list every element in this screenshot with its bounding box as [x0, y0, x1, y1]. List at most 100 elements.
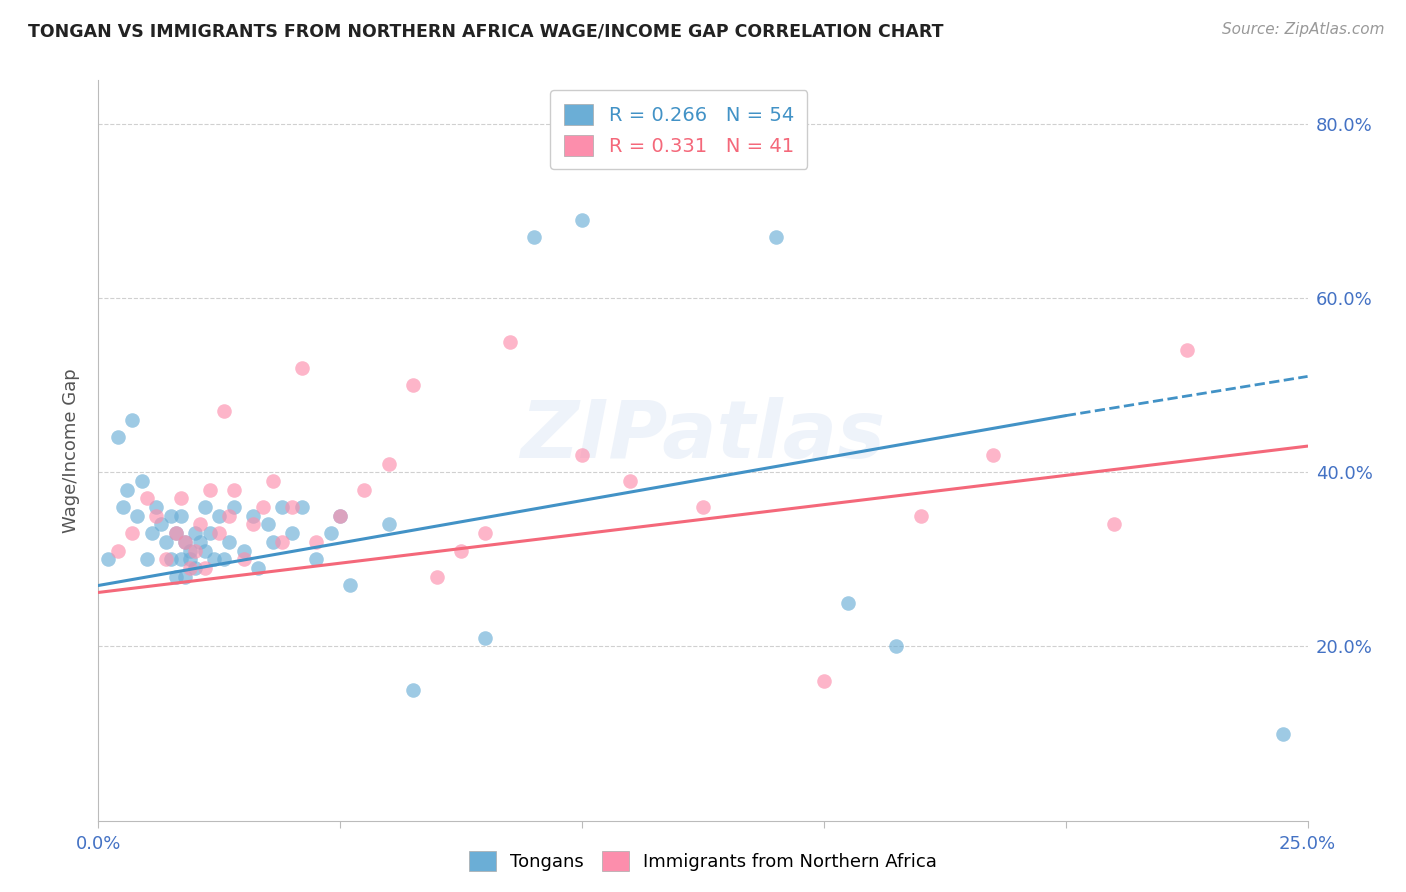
Point [198, 483, 221, 497]
Point [117, 483, 139, 497]
Point [256, 517, 278, 532]
Point [450, 543, 472, 558]
Point [111, 500, 134, 514]
Point [188, 535, 211, 549]
Point [271, 500, 294, 514]
Point [179, 543, 201, 558]
Point [184, 543, 207, 558]
Point [188, 517, 211, 532]
Point [208, 508, 231, 523]
Point [121, 526, 143, 541]
Point [222, 500, 245, 514]
Point [290, 500, 312, 514]
Point [204, 552, 226, 566]
Point [97, 552, 120, 566]
Point [523, 230, 546, 244]
Point [145, 500, 167, 514]
Point [169, 552, 191, 566]
Point [208, 526, 231, 541]
Point [281, 526, 304, 541]
Legend: R = 0.266   N = 54, R = 0.331   N = 41: R = 0.266 N = 54, R = 0.331 N = 41 [550, 90, 807, 169]
Point [813, 674, 835, 689]
Point [319, 526, 342, 541]
Point [155, 552, 177, 566]
Point [141, 526, 163, 541]
Point [174, 570, 197, 584]
Point [222, 483, 245, 497]
Point [305, 535, 328, 549]
Point [765, 230, 787, 244]
Point [339, 578, 361, 592]
Point [426, 570, 449, 584]
Point [305, 552, 328, 566]
Point [1272, 726, 1295, 740]
Point [619, 474, 641, 488]
Point [174, 535, 197, 549]
Point [247, 561, 270, 575]
Point [262, 535, 284, 549]
Point [194, 500, 217, 514]
Point [135, 491, 157, 506]
Point [353, 483, 375, 497]
Point [150, 517, 173, 532]
Point [160, 508, 183, 523]
Point [218, 508, 240, 523]
Point [402, 683, 425, 698]
Point [198, 526, 221, 541]
Point [184, 561, 207, 575]
Point [121, 413, 143, 427]
Point [692, 500, 714, 514]
Point [107, 543, 129, 558]
Point [232, 543, 254, 558]
Point [131, 474, 153, 488]
Point [474, 526, 496, 541]
Point [329, 508, 352, 523]
Point [174, 535, 197, 549]
Point [910, 508, 932, 523]
Point [165, 526, 187, 541]
Point [262, 474, 284, 488]
Point [377, 457, 399, 471]
Point [329, 508, 352, 523]
Point [212, 552, 235, 566]
Point [571, 448, 593, 462]
Point [1175, 343, 1198, 358]
Point [981, 448, 1004, 462]
Text: ZIPatlas: ZIPatlas [520, 397, 886, 475]
Point [242, 517, 264, 532]
Point [160, 552, 183, 566]
Point [155, 535, 177, 549]
Point [212, 404, 235, 418]
Y-axis label: Wage/Income Gap: Wage/Income Gap [62, 368, 80, 533]
Point [837, 596, 859, 610]
Point [402, 378, 425, 392]
Point [232, 552, 254, 566]
Point [377, 517, 399, 532]
Point [165, 570, 187, 584]
Point [886, 640, 908, 654]
Point [290, 360, 312, 375]
Text: Source: ZipAtlas.com: Source: ZipAtlas.com [1222, 22, 1385, 37]
Legend: Tongans, Immigrants from Northern Africa: Tongans, Immigrants from Northern Africa [461, 844, 945, 879]
Point [145, 508, 167, 523]
Point [165, 526, 187, 541]
Point [218, 535, 240, 549]
Point [252, 500, 274, 514]
Text: TONGAN VS IMMIGRANTS FROM NORTHERN AFRICA WAGE/INCOME GAP CORRELATION CHART: TONGAN VS IMMIGRANTS FROM NORTHERN AFRIC… [28, 22, 943, 40]
Point [474, 631, 496, 645]
Point [242, 508, 264, 523]
Point [107, 430, 129, 444]
Point [169, 491, 191, 506]
Point [194, 561, 217, 575]
Point [271, 535, 294, 549]
Point [127, 508, 149, 523]
Point [179, 561, 201, 575]
Point [194, 543, 217, 558]
Point [571, 212, 593, 227]
Point [169, 508, 191, 523]
Point [179, 552, 201, 566]
Point [281, 500, 304, 514]
Point [498, 334, 520, 349]
Point [184, 526, 207, 541]
Point [135, 552, 157, 566]
